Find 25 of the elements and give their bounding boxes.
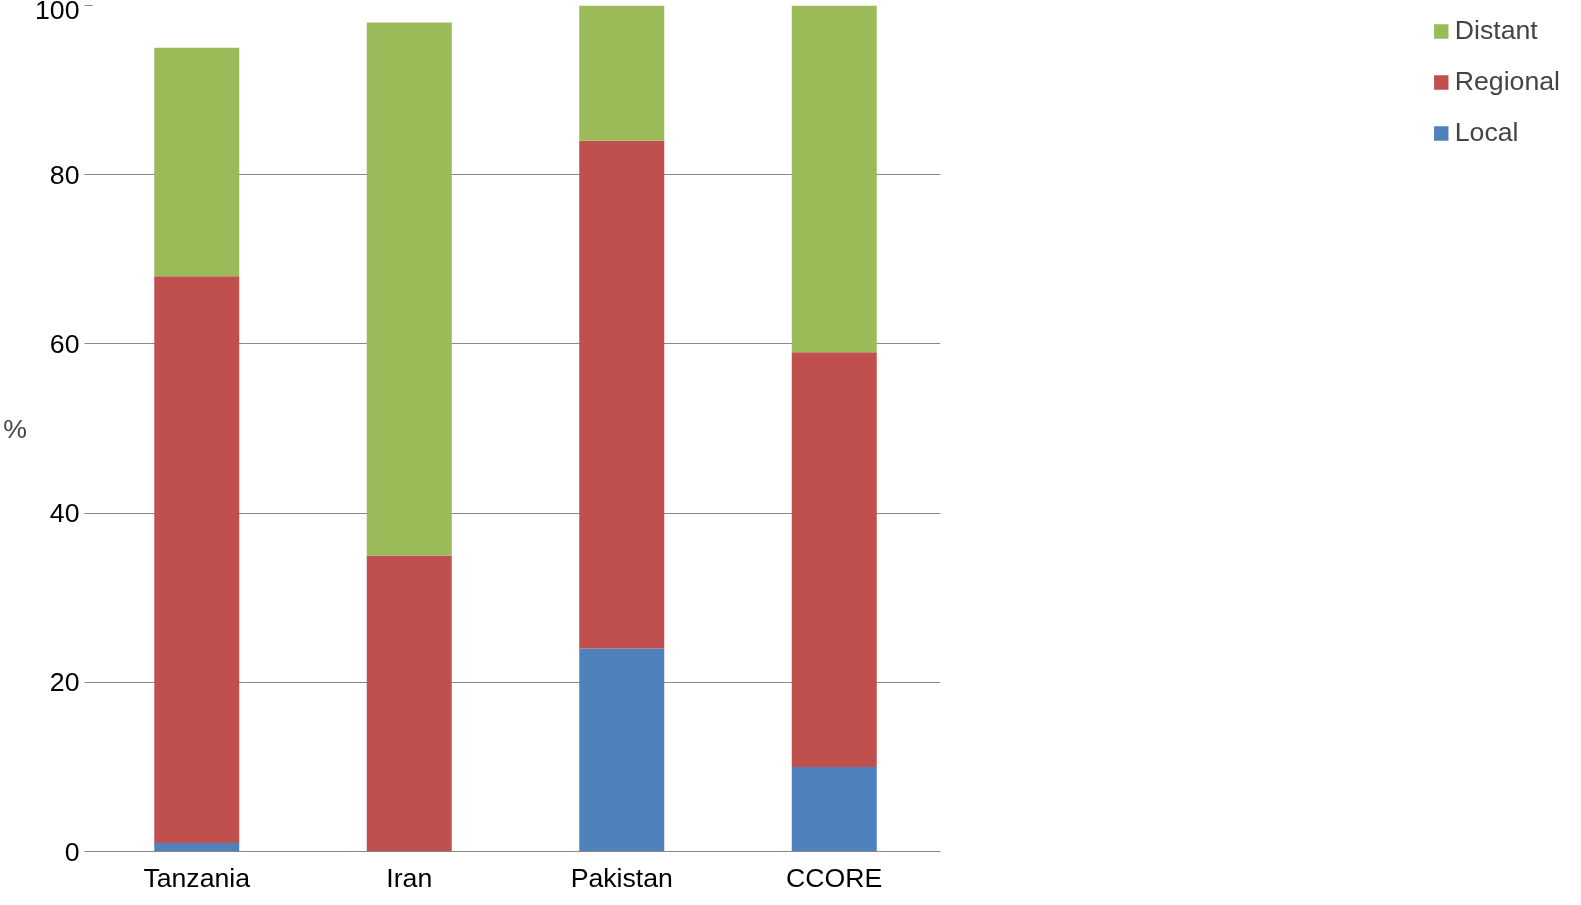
y-tick-label: 80 — [49, 159, 80, 190]
bar — [791, 352, 877, 767]
bar — [154, 47, 240, 277]
x-tick-label: CCORE — [786, 862, 883, 893]
legend-label: Distant — [1454, 15, 1538, 46]
y-tick-label: 60 — [49, 328, 80, 359]
bar — [579, 5, 665, 141]
bar — [579, 140, 665, 649]
y-tick-label: 20 — [49, 667, 80, 698]
bar — [366, 555, 452, 852]
y-tick-label: 0 — [64, 836, 80, 867]
y-axis-title: % — [3, 413, 28, 444]
bar — [366, 22, 452, 556]
legend-label: Regional — [1454, 66, 1560, 97]
y-tick-label: 100 — [35, 0, 80, 25]
x-tick-label: Pakistan — [570, 862, 673, 893]
bar — [791, 766, 877, 852]
bar — [579, 648, 665, 852]
bar — [154, 276, 240, 844]
x-tick-label: Iran — [386, 862, 433, 893]
y-tick-label: 40 — [49, 498, 80, 529]
legend-label: Local — [1454, 117, 1519, 148]
bar — [154, 843, 240, 852]
bar — [791, 5, 877, 353]
x-tick-label: Tanzania — [143, 862, 251, 893]
